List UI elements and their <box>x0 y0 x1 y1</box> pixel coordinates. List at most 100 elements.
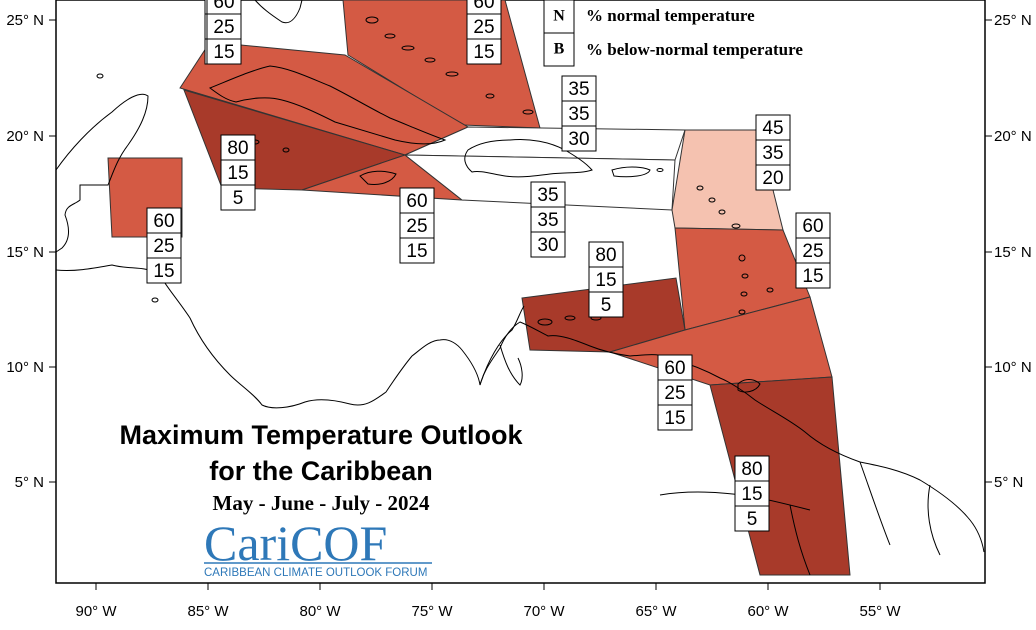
prob-value-normal: 15 <box>741 484 762 505</box>
prob-value-normal: 15 <box>595 270 616 291</box>
lat-label-right: 25° N <box>994 12 1032 29</box>
lat-label-left: 15° N <box>6 244 44 261</box>
legend-text: % below-normal temperature <box>586 40 803 59</box>
prob-box-guianas: 80 15 5 <box>734 455 770 532</box>
prob-cell <box>657 354 693 381</box>
prob-value-above: 80 <box>741 459 762 480</box>
prob-box-leeward-islands: 45 35 20 <box>755 114 791 191</box>
x-label: 90° W <box>75 603 117 620</box>
prob-cell <box>588 291 624 318</box>
prob-box-cayman-jamaica: 80 15 5 <box>220 134 256 211</box>
prob-cell <box>466 38 502 65</box>
legend-key: B <box>554 41 565 58</box>
x-label: 60° W <box>747 603 789 620</box>
trinidad-coast <box>737 379 761 393</box>
prob-cell <box>657 404 693 431</box>
lat-label-left: 10° N <box>6 359 44 376</box>
lat-label-right: 20° N <box>994 128 1032 145</box>
prob-value-above: 35 <box>568 79 589 100</box>
prob-cell <box>795 237 831 264</box>
hispaniola-coast <box>464 139 593 178</box>
prob-cell <box>146 257 182 284</box>
x-label: 80° W <box>299 603 341 620</box>
prob-cell <box>220 159 256 186</box>
prob-cell <box>206 38 242 65</box>
prob-cell <box>795 212 831 239</box>
prob-cell <box>466 13 502 40</box>
prob-value-above: 60 <box>473 0 494 13</box>
prob-value-normal: 25 <box>664 383 685 404</box>
puerto-rico-coast <box>611 166 651 178</box>
prob-value-normal: 25 <box>213 17 234 38</box>
lat-label-left: 5° N <box>15 474 44 491</box>
prob-value-below: 15 <box>473 42 494 63</box>
prob-value-above: 45 <box>762 118 783 139</box>
prob-cell <box>657 379 693 406</box>
lat-label-left: 20° N <box>6 128 44 145</box>
prob-value-normal: 25 <box>802 241 823 262</box>
prob-value-below: 15 <box>664 408 685 429</box>
prob-value-below: 20 <box>762 168 783 189</box>
prob-cell <box>588 241 624 268</box>
jamaica-coast <box>359 170 397 185</box>
prob-cell <box>146 207 182 234</box>
logo-wordmark: CariCOF <box>204 515 387 571</box>
prob-value-normal: 35 <box>568 104 589 125</box>
prob-cell <box>530 231 566 258</box>
x-label: 75° W <box>411 603 453 620</box>
title-line-2: for the Caribbean <box>209 456 433 486</box>
prob-value-below: 5 <box>233 188 244 209</box>
legend-key-box <box>543 32 575 67</box>
prob-box-hispaniola-north: 35 35 30 <box>561 75 597 152</box>
forecast-period: May - June - July - 2024 <box>213 491 430 515</box>
prob-box-turks-caicos: 60 25 15 <box>206 0 242 65</box>
prob-cell <box>146 232 182 259</box>
prob-value-below: 5 <box>747 509 758 530</box>
x-label: 70° W <box>523 603 565 620</box>
prob-value-above: 60 <box>406 191 427 212</box>
prob-cell <box>399 237 435 264</box>
prob-cell <box>734 455 770 482</box>
prob-box-windward-islands: 60 25 15 <box>795 212 831 289</box>
prob-cell <box>399 187 435 214</box>
legend: N % normal temperature B % below-normal … <box>543 0 803 67</box>
x-label: 55° W <box>859 603 901 620</box>
prob-box-belize: 60 25 15 <box>146 207 182 284</box>
prob-value-normal: 25 <box>473 17 494 38</box>
prob-box-bahamas: 60 25 15 <box>466 0 502 65</box>
cuba-coast <box>208 65 447 145</box>
south-america-coast <box>479 321 985 553</box>
prob-cell <box>755 164 791 191</box>
prob-value-above: 35 <box>537 185 558 206</box>
lat-label-right: 15° N <box>994 244 1032 261</box>
logo-tagline: CARIBBEAN CLIMATE OUTLOOK FORUM <box>204 567 427 579</box>
maracaibo-coast <box>499 344 523 386</box>
prob-value-above: 60 <box>213 0 234 13</box>
lat-label-left: 25° N <box>6 12 44 29</box>
axis-ticks <box>49 19 992 590</box>
prob-cell <box>530 206 566 233</box>
prob-value-above: 60 <box>802 216 823 237</box>
title-block: Maximum Temperature Outlook for the Cari… <box>119 420 523 515</box>
prob-value-below: 15 <box>213 42 234 63</box>
prob-value-normal: 25 <box>153 236 174 257</box>
lat-label-right: 5° N <box>994 474 1023 491</box>
lat-labels-left: 25° N 20° N 15° N 10° N 5° N <box>6 12 44 491</box>
prob-value-above: 80 <box>227 138 248 159</box>
prob-cell <box>220 184 256 211</box>
lat-label-right: 10° N <box>994 359 1032 376</box>
prob-value-below: 15 <box>406 241 427 262</box>
prob-cell <box>206 13 242 40</box>
prob-value-below: 30 <box>568 129 589 150</box>
prob-box-trinidad-tobago: 60 25 15 <box>657 354 693 431</box>
prob-value-normal: 35 <box>762 143 783 164</box>
prob-cell <box>734 480 770 507</box>
prob-value-normal: 25 <box>406 216 427 237</box>
lat-labels-right: 25° N 20° N 15° N 10° N 5° N <box>994 12 1032 491</box>
legend-key: N <box>553 8 565 25</box>
prob-value-normal: 15 <box>227 163 248 184</box>
prob-cell <box>795 262 831 289</box>
central-america-coast <box>55 93 149 253</box>
x-axis-labels: 90° W 85° W 80° W 75° W 70° W 65° W 60° … <box>75 603 901 620</box>
